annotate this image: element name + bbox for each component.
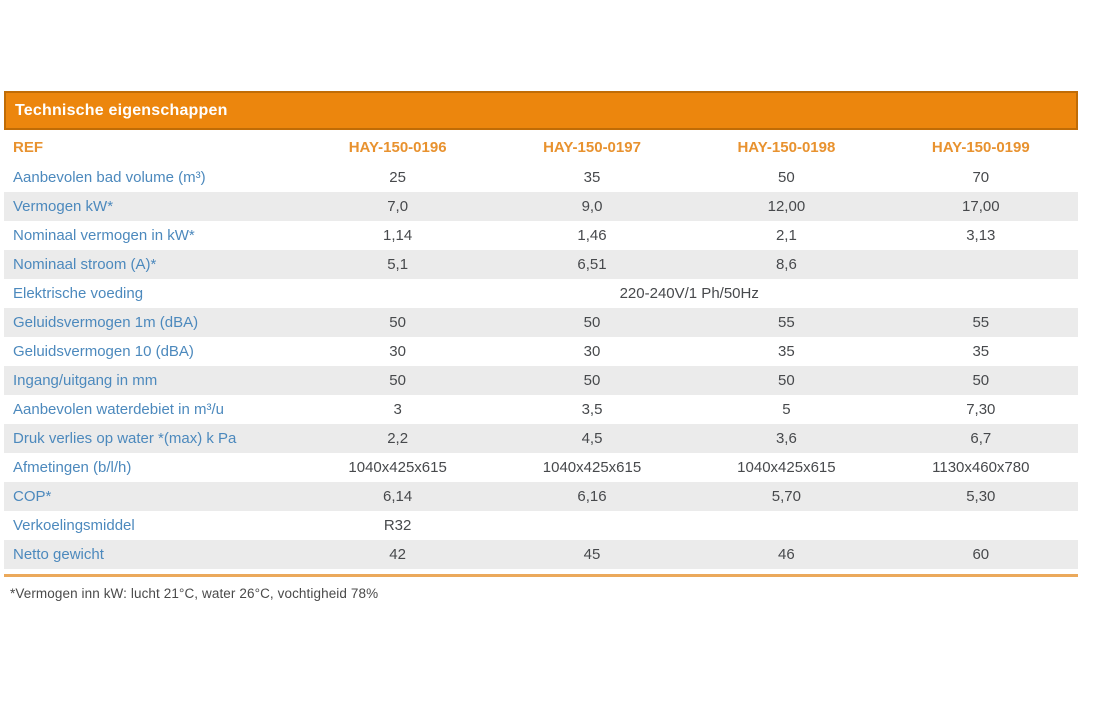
cell-value: 50 <box>689 366 884 395</box>
cell-value <box>883 250 1078 279</box>
row-label: Geluidsvermogen 10 (dBA) <box>13 343 194 360</box>
cell-value: 1040x425x615 <box>542 459 642 476</box>
table-row: Elektrische voeding 220-240V/1 Ph/50Hz <box>4 279 1078 308</box>
cell-value: 35 <box>972 343 990 360</box>
cell-value: 45 <box>494 540 690 569</box>
cell-value: 1130x460x780 <box>932 459 1030 476</box>
table-row: Vermogen kW* 7,0 9,0 12,00 17,00 <box>4 192 1078 221</box>
table-row: Netto gewicht 42 45 46 60 <box>4 540 1078 569</box>
cell-value: 4,5 <box>494 424 690 453</box>
table-title: Technische eigenschappen <box>15 101 228 119</box>
table-row: Verkoelingsmiddel R32 <box>4 511 1078 540</box>
table-row: COP* 6,14 6,16 5,70 5,30 <box>4 482 1078 511</box>
cell-value: 50 <box>300 366 495 395</box>
table-row: Geluidsvermogen 1m (dBA) 50 50 55 55 <box>4 308 1078 337</box>
cell-value: 7,0 <box>300 192 495 221</box>
cell-value: 6,16 <box>494 482 690 511</box>
cell-value: 30 <box>583 343 601 360</box>
cell-value: 3,5 <box>581 401 603 418</box>
cell-value: 3,13 <box>966 227 996 244</box>
table-row: Afmetingen (b/l/h) 1040x425x615 1040x425x6… <box>4 453 1078 482</box>
cell-value: 60 <box>883 540 1078 569</box>
cell-value: 7,30 <box>966 401 996 418</box>
cell-value: 5 <box>782 401 791 418</box>
table-row: Nominaal vermogen in kW* 1,14 1,46 2,1 3,13 <box>4 221 1078 250</box>
row-label: Elektrische voeding <box>13 285 144 302</box>
cell-value: 55 <box>883 308 1078 337</box>
cell-value: 50 <box>494 366 690 395</box>
cell-value: 42 <box>300 540 495 569</box>
row-label: Aanbevolen waterdebiet in m³/u <box>13 401 224 418</box>
cell-value <box>495 511 689 540</box>
header-row: REF HAY-150-0196 HAY-150-0197 HAY-150-01… <box>4 130 1078 163</box>
row-label: Verkoelingsmiddel <box>13 517 135 534</box>
row-label: Vermogen kW* <box>4 192 301 221</box>
cell-value: 35 <box>583 169 601 186</box>
row-span-value: 220-240V/1 Ph/50Hz <box>619 285 759 302</box>
table-row: Aanbevolen bad volume (m³) 25 35 50 70 <box>4 163 1078 192</box>
cell-value: 6,51 <box>494 250 690 279</box>
cell-value: 1040x425x615 <box>737 459 836 476</box>
spec-table-body: Aanbevolen bad volume (m³) 25 35 50 70 Vermog… <box>4 163 1078 569</box>
footnote: *Vermogen inn kW: lucht 21°C, water 26°C… <box>10 586 379 601</box>
row-label: Nominaal vermogen in kW* <box>13 227 195 244</box>
table-row: Nominaal stroom (A)* 5,1 6,51 8,6 <box>4 250 1078 279</box>
cell-value <box>884 511 1078 540</box>
table-row: Druk verlies op water *(max) k Pa 2,2 4,5 3… <box>4 424 1078 453</box>
cell-value: 2,1 <box>775 227 797 244</box>
cell-value: 3,6 <box>689 424 884 453</box>
table-row: Aanbevolen waterdebiet in m³/u 3 3,5 5 7,30 <box>4 395 1078 424</box>
cell-value: 1,46 <box>577 227 607 244</box>
column-header-1: HAY-150-0196 <box>348 139 447 156</box>
row-label: Ingang/uitgang in mm <box>4 366 301 395</box>
cell-value: 70 <box>972 169 990 186</box>
cell-value: 25 <box>389 169 406 186</box>
cell-value: 5,70 <box>689 482 884 511</box>
cell-value: 1,14 <box>383 227 413 244</box>
cell-value: 9,0 <box>494 192 690 221</box>
column-header-3: HAY-150-0198 <box>737 139 836 156</box>
table-title-bar: Technische eigenschappen <box>4 91 1078 130</box>
spec-table: REF HAY-150-0196 HAY-150-0197 HAY-150-01… <box>4 130 1078 569</box>
cell-value: 35 <box>778 343 795 360</box>
cell-value: 30 <box>389 343 406 360</box>
cell-value: 50 <box>300 308 495 337</box>
cell-value: 5,1 <box>300 250 495 279</box>
cell-value: 6,7 <box>883 424 1078 453</box>
cell-value: 6,14 <box>300 482 495 511</box>
cell-value: 5,30 <box>883 482 1078 511</box>
cell-value: 8,6 <box>689 250 884 279</box>
row-label: Nominaal stroom (A)* <box>4 250 301 279</box>
cell-value: 50 <box>778 169 795 186</box>
cell-value: 55 <box>689 308 884 337</box>
row-label: Geluidsvermogen 1m (dBA) <box>4 308 301 337</box>
cell-value <box>689 511 883 540</box>
cell-value: 1040x425x615 <box>348 459 447 476</box>
column-header-2: HAY-150-0197 <box>543 139 641 156</box>
cell-value: 3 <box>393 401 402 418</box>
ref-header: REF <box>13 139 43 156</box>
table-row: Geluidsvermogen 10 (dBA) 30 30 35 35 <box>4 337 1078 366</box>
row-label: Afmetingen (b/l/h) <box>13 459 132 476</box>
cell-value: 50 <box>494 308 690 337</box>
table-bottom-rule <box>4 574 1078 577</box>
table-row: Ingang/uitgang in mm 50 50 50 50 <box>4 366 1078 395</box>
cell-value: 50 <box>883 366 1078 395</box>
spec-table-card: Technische eigenschappen REF HAY-150-019… <box>4 91 1078 601</box>
cell-value: R32 <box>383 517 412 534</box>
cell-value: 17,00 <box>883 192 1078 221</box>
row-label: Aanbevolen bad volume (m³) <box>13 169 206 186</box>
row-label: COP* <box>4 482 301 511</box>
cell-value: 12,00 <box>689 192 884 221</box>
row-label: Druk verlies op water *(max) k Pa <box>4 424 301 453</box>
column-header-4: HAY-150-0199 <box>931 139 1030 156</box>
row-label: Netto gewicht <box>4 540 301 569</box>
cell-value: 2,2 <box>300 424 495 453</box>
cell-value: 46 <box>689 540 884 569</box>
